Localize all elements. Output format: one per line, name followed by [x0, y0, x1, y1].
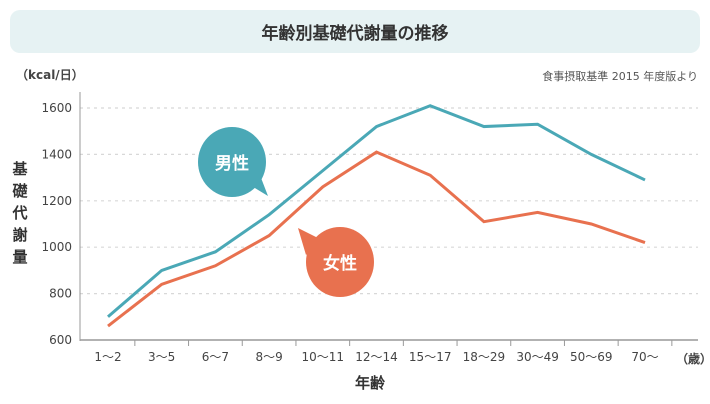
female-bubble-tail — [298, 228, 322, 255]
x-axis-label: 年齢 — [355, 374, 386, 392]
y-tick-label: 1600 — [41, 101, 72, 115]
y-tick-label: 1000 — [41, 240, 72, 254]
x-tick-label: 50～69 — [570, 350, 613, 364]
series-line-male — [107, 104, 646, 318]
x-tick-label: 15～17 — [409, 350, 452, 364]
y-axis-unit: （kcal/日） — [16, 68, 84, 82]
y-tick-label: 1400 — [41, 147, 72, 161]
x-axis-unit: （歳） — [676, 352, 710, 366]
legend-label-male: 男性 — [215, 153, 249, 174]
y-tick-label: 1200 — [41, 194, 72, 208]
y-tick-label: 800 — [49, 287, 72, 301]
x-tick-label: 30～49 — [516, 350, 559, 364]
y-axis-label: 基礎代謝量 — [12, 160, 28, 266]
x-tick-label: 10～11 — [302, 350, 345, 364]
legend-label-female: 女性 — [323, 253, 357, 274]
female-legend-bubble — [306, 227, 374, 297]
x-tick-label: 8～9 — [255, 350, 282, 364]
x-tick-label: 70～ — [631, 350, 658, 364]
y-tick-label: 600 — [49, 333, 72, 347]
chart-title: 年齢別基礎代謝量の推移 — [10, 10, 700, 53]
source-note: 食事摂取基準 2015 年度版より — [542, 70, 698, 83]
x-tick-label: 6～7 — [202, 350, 229, 364]
male-legend-bubble — [198, 127, 266, 197]
x-tick-label: 18～29 — [463, 350, 506, 364]
x-tick-label: 3～5 — [148, 350, 175, 364]
series-line-female — [107, 150, 646, 328]
x-tick-label: 1～2 — [94, 350, 121, 364]
x-tick-label: 12～14 — [355, 350, 398, 364]
